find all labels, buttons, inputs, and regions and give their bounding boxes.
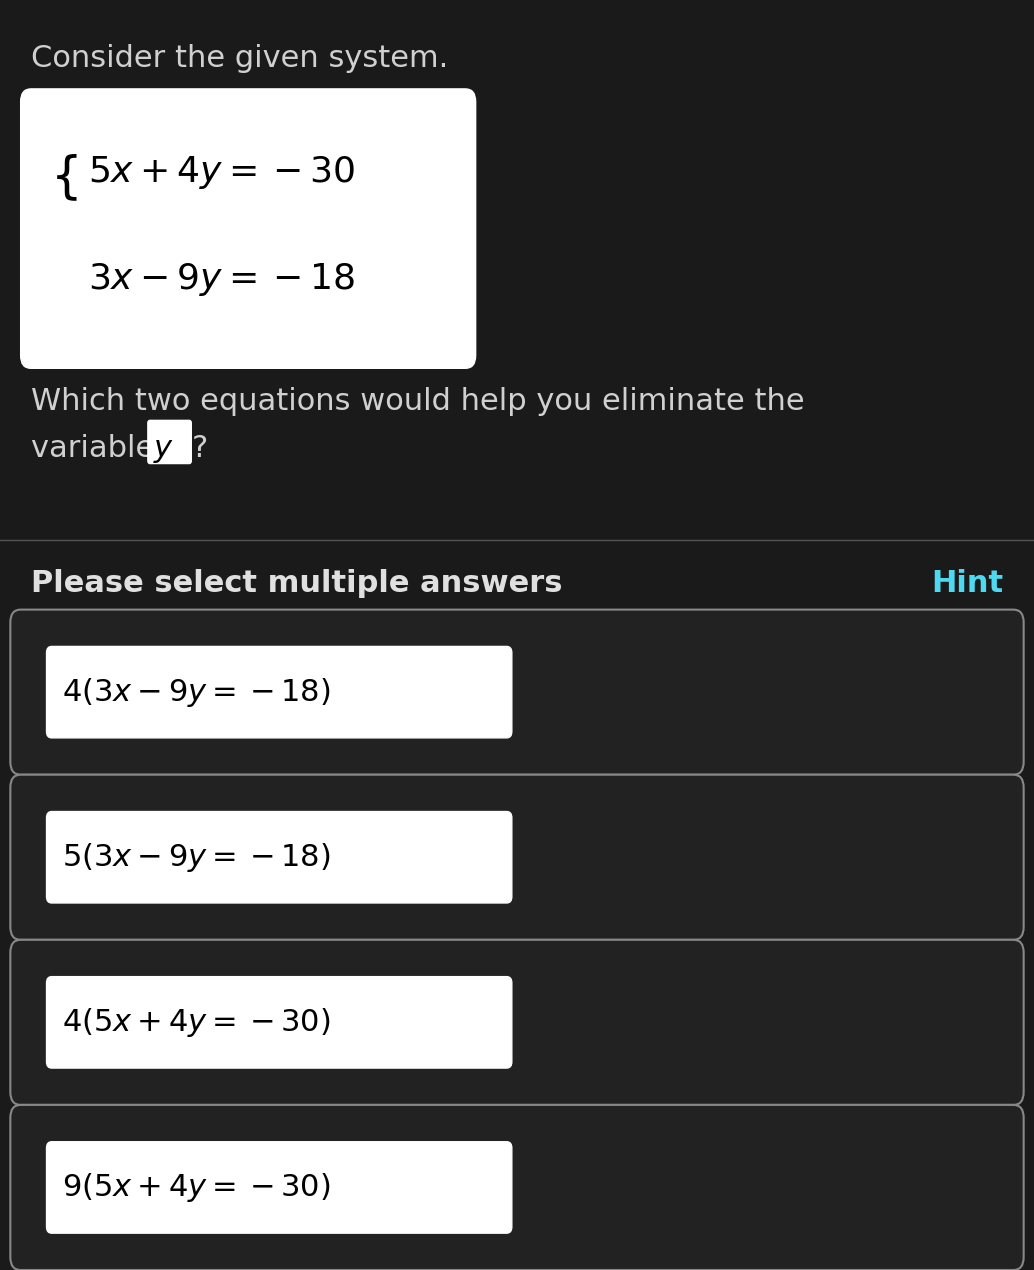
Text: Consider the given system.: Consider the given system. (31, 44, 449, 74)
FancyBboxPatch shape (47, 977, 512, 1068)
Text: $3x - 9y = -18$: $3x - 9y = -18$ (88, 260, 356, 298)
Text: $9\left(5x + 4y = -30\right)$: $9\left(5x + 4y = -30\right)$ (62, 1171, 331, 1204)
FancyBboxPatch shape (148, 420, 191, 464)
Text: variable: variable (31, 434, 164, 464)
FancyBboxPatch shape (10, 775, 1024, 940)
Text: $4\left(3x - 9y = -18\right)$: $4\left(3x - 9y = -18\right)$ (62, 676, 331, 709)
Text: ?: ? (191, 434, 208, 464)
FancyBboxPatch shape (47, 812, 512, 903)
Text: $y$: $y$ (153, 434, 174, 465)
Text: Hint: Hint (931, 569, 1003, 598)
FancyBboxPatch shape (47, 1142, 512, 1233)
FancyBboxPatch shape (10, 610, 1024, 775)
FancyBboxPatch shape (21, 89, 476, 368)
Text: $5x + 4y = -30$: $5x + 4y = -30$ (88, 154, 356, 192)
Text: Which two equations would help you eliminate the: Which two equations would help you elimi… (31, 387, 804, 417)
FancyBboxPatch shape (10, 1105, 1024, 1270)
Text: $\{$: $\{$ (50, 152, 78, 203)
Text: Please select multiple answers: Please select multiple answers (31, 569, 562, 598)
Text: $4\left(5x + 4y = -30\right)$: $4\left(5x + 4y = -30\right)$ (62, 1006, 331, 1039)
FancyBboxPatch shape (47, 646, 512, 738)
FancyBboxPatch shape (10, 940, 1024, 1105)
Text: $5\left(3x - 9y = -18\right)$: $5\left(3x - 9y = -18\right)$ (62, 841, 331, 874)
